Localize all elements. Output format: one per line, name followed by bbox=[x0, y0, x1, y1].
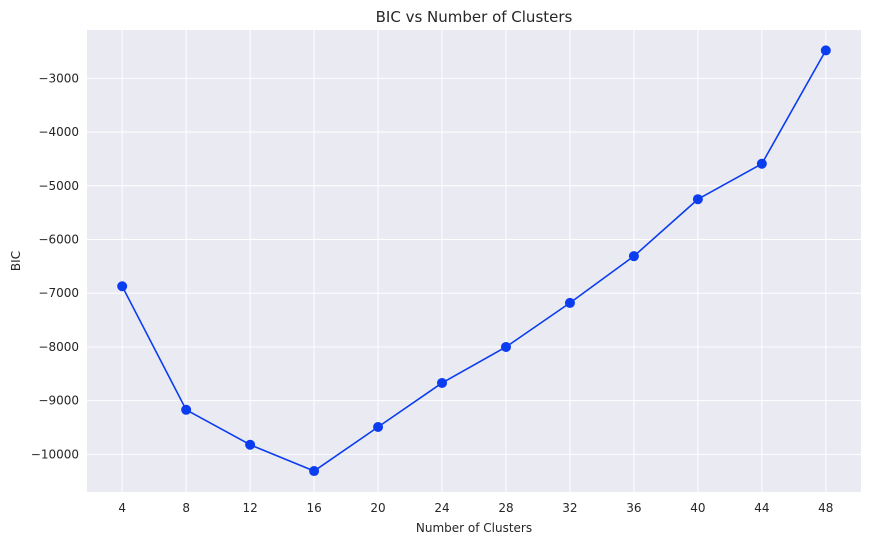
data-point bbox=[181, 404, 192, 415]
data-point bbox=[564, 297, 575, 308]
x-tick-label: 16 bbox=[306, 501, 321, 515]
y-tick-label: −7000 bbox=[38, 286, 79, 300]
y-tick-label: −4000 bbox=[38, 125, 79, 139]
data-point bbox=[373, 421, 384, 432]
y-axis-label: BIC bbox=[9, 251, 23, 271]
y-tick-labels: −10000 −9000 −8000 −7000 −6000 −5000 −4000 −300… bbox=[31, 71, 79, 461]
chart-title: BIC vs Number of Clusters bbox=[376, 8, 573, 26]
data-point bbox=[437, 377, 448, 388]
x-tick-labels: 4 8 12 16 20 24 28 32 36 40 44 48 bbox=[118, 501, 833, 515]
x-tick-label: 28 bbox=[498, 501, 513, 515]
series-line bbox=[121, 50, 827, 472]
x-axis-label: Number of Clusters bbox=[416, 521, 532, 535]
x-tick-label: 32 bbox=[562, 501, 577, 515]
y-tick-label: −9000 bbox=[38, 394, 79, 408]
plot-area bbox=[87, 30, 861, 492]
x-tick-label: 12 bbox=[242, 501, 257, 515]
x-tick-label: 36 bbox=[626, 501, 641, 515]
data-point bbox=[756, 158, 767, 169]
y-tick-label: −8000 bbox=[38, 340, 79, 354]
y-tick-label: −6000 bbox=[38, 233, 79, 247]
data-point bbox=[820, 45, 831, 56]
x-tick-label: 4 bbox=[118, 501, 126, 515]
x-tick-label: 24 bbox=[434, 501, 449, 515]
y-tick-label: −3000 bbox=[38, 71, 79, 85]
data-point bbox=[692, 194, 703, 205]
data-point bbox=[117, 281, 128, 292]
series-group bbox=[117, 45, 831, 477]
x-tick-label: 48 bbox=[818, 501, 833, 515]
x-tick-label: 44 bbox=[754, 501, 769, 515]
data-point bbox=[500, 341, 511, 352]
x-tick-label: 40 bbox=[690, 501, 705, 515]
data-point bbox=[628, 251, 639, 262]
x-tick-label: 8 bbox=[182, 501, 190, 515]
gridlines bbox=[87, 30, 861, 492]
data-point bbox=[245, 439, 256, 450]
y-tick-label: −10000 bbox=[31, 447, 79, 461]
x-tick-label: 20 bbox=[370, 501, 385, 515]
y-tick-label: −5000 bbox=[38, 179, 79, 193]
data-point bbox=[309, 466, 320, 477]
